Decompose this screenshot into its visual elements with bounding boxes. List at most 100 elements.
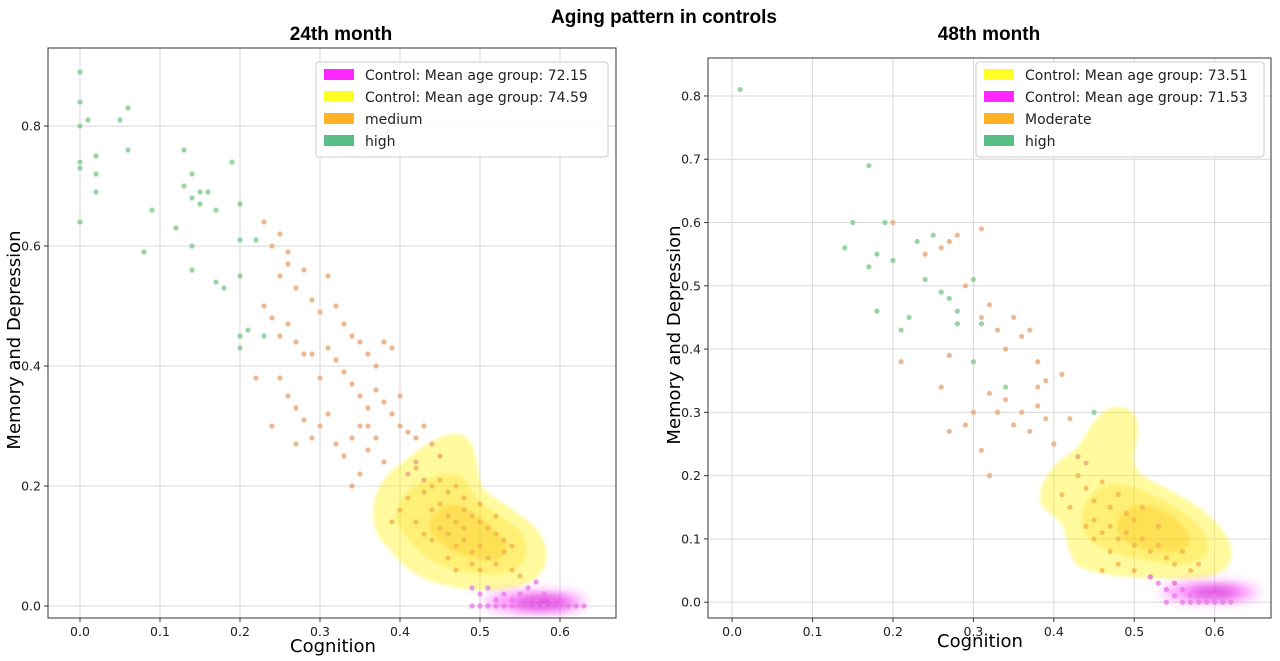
data-point: [970, 359, 977, 365]
data-point: [962, 283, 968, 289]
data-point: [365, 351, 371, 357]
data-point: [373, 363, 379, 369]
data-point: [898, 327, 904, 333]
data-point: [962, 422, 968, 428]
data-point: [349, 333, 355, 339]
data-point: [914, 238, 920, 245]
data-point: [469, 603, 475, 609]
legend-item: medium: [324, 112, 423, 128]
data-point: [293, 285, 299, 291]
data-point: [1204, 599, 1210, 605]
data-point: [970, 276, 977, 283]
series: [737, 87, 1097, 415]
y-tick-label: 0.2: [681, 468, 701, 483]
data-point: [437, 453, 443, 459]
series: [1147, 574, 1234, 605]
data-point: [469, 561, 475, 567]
data-point: [213, 207, 219, 213]
data-point: [986, 302, 993, 308]
data-point: [477, 603, 483, 609]
data-point: [1147, 574, 1153, 580]
data-point: [277, 333, 283, 339]
data-point: [1035, 384, 1041, 390]
data-point: [333, 441, 339, 447]
data-point: [221, 285, 227, 291]
y-tick-label: 0.6: [21, 239, 41, 254]
data-point: [325, 411, 331, 417]
data-point: [930, 232, 936, 238]
data-point: [493, 597, 499, 603]
data-point: [946, 352, 952, 359]
data-point: [565, 603, 571, 609]
data-point: [1107, 523, 1113, 529]
y-tick-label: 0.0: [681, 595, 701, 610]
y-tick-label: 0.4: [21, 359, 41, 374]
x-tick-label: 0.3: [963, 624, 983, 639]
legend-item: Control: Mean age group: 73.51: [984, 68, 1248, 84]
data-point: [509, 543, 515, 549]
data-point: [1171, 561, 1178, 567]
data-point: [77, 219, 83, 225]
data-point: [413, 465, 419, 471]
data-point: [365, 423, 371, 429]
data-point: [277, 273, 283, 279]
data-point: [85, 117, 91, 123]
legend-box: [315, 61, 609, 158]
data-point: [1091, 409, 1097, 415]
data-point: [357, 393, 363, 399]
data-point: [261, 303, 267, 309]
data-point: [978, 321, 985, 327]
data-point: [445, 555, 451, 561]
plot-frame: [707, 57, 1272, 619]
data-point: [1163, 555, 1170, 561]
data-point: [1196, 593, 1202, 599]
data-point: [1204, 593, 1210, 599]
x-tick-labels: 0.0 0.1 0.2 0.3 0.4 0.5 0.6: [722, 618, 1225, 639]
legend-label: medium: [365, 112, 423, 128]
grid-lines: [48, 48, 616, 618]
legend: Control: Mean age group: 72.15 Control: M…: [315, 61, 609, 158]
data-point: [1115, 536, 1121, 542]
data-point: [381, 339, 387, 345]
data-point: [181, 183, 187, 189]
data-point: [533, 579, 539, 585]
data-point: [922, 276, 928, 283]
legend-swatch: [324, 69, 354, 80]
data-point: [365, 405, 371, 411]
data-point: [485, 603, 491, 609]
data-point: [986, 473, 993, 479]
data-point: [325, 273, 331, 279]
y-tick-label: 0.7: [681, 152, 701, 167]
legend-item: high: [984, 134, 1056, 150]
data-point: [882, 219, 888, 226]
data-point: [285, 249, 291, 255]
data-point: [1067, 416, 1073, 422]
data-point: [1083, 460, 1089, 466]
data-point: [189, 243, 195, 249]
data-point: [1043, 378, 1049, 384]
data-point: [1002, 397, 1009, 403]
data-point: [986, 390, 993, 396]
data-point: [1099, 479, 1105, 485]
y-tick-label: 0.6: [681, 215, 701, 230]
legend: Control: Mean age group: 73.51 Control: M…: [975, 61, 1265, 158]
data-point: [1155, 523, 1161, 529]
x-tick-label: 0.2: [883, 624, 903, 639]
x-tick-label: 0.6: [1205, 624, 1225, 639]
series: [389, 465, 523, 579]
data-point: [357, 471, 363, 477]
data-point: [1179, 599, 1186, 605]
data-point: [189, 195, 195, 201]
data-point: [405, 429, 411, 435]
data-point: [421, 531, 427, 537]
data-point: [1131, 567, 1137, 574]
data-point: [1179, 586, 1186, 593]
legend-label: Control: Mean age group: 72.15: [365, 68, 588, 84]
data-point: [1212, 593, 1218, 599]
data-point: [549, 597, 555, 603]
legend-items: Control: Mean age group: 72.15 Control: M…: [324, 68, 588, 150]
data-point: [1043, 416, 1049, 422]
series: [469, 579, 587, 609]
data-point: [277, 375, 283, 381]
data-point: [237, 345, 243, 351]
